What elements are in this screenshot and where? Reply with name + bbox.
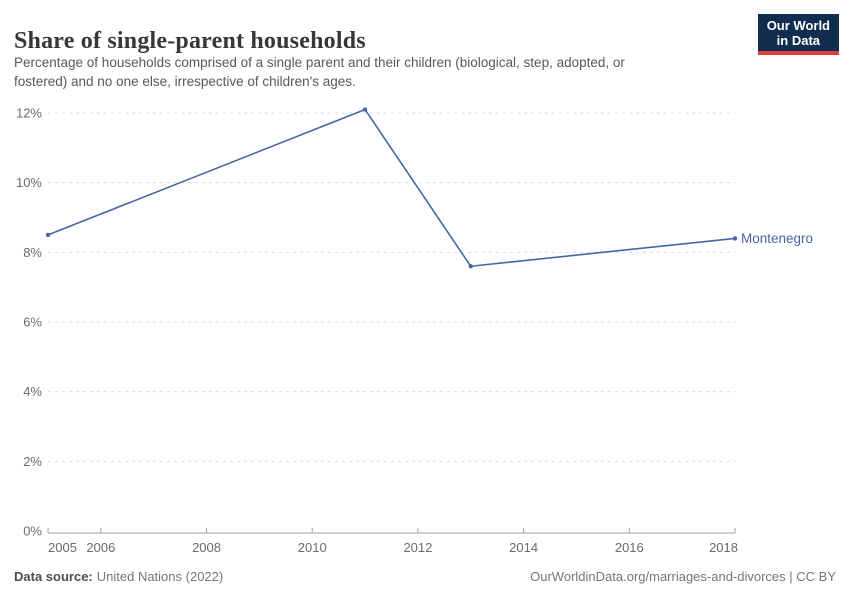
- series-line-montenegro: [47, 108, 736, 268]
- x-axis-tick-label: 2008: [192, 540, 221, 555]
- chart-subtitle-line-1: Percentage of households comprised of a …: [14, 55, 625, 70]
- x-axis-tick-label: 2012: [403, 540, 432, 555]
- data-source-label: Data source:: [14, 569, 93, 584]
- data-source-value: United Nations (2022): [96, 569, 224, 584]
- y-axis-tick-label: 4%: [23, 384, 42, 399]
- data-source: Data source: United Nations (2022): [14, 569, 223, 584]
- series-label: Montenegro: [741, 231, 813, 246]
- owid-url-link[interactable]: OurWorldinData.org/marriages-and-divorce…: [530, 569, 836, 584]
- x-axis-tick-label: 2016: [615, 540, 644, 555]
- y-axis-tick-label: 2%: [23, 454, 42, 469]
- data-point: [45, 232, 51, 238]
- data-point: [732, 236, 738, 241]
- data-point: [468, 264, 473, 269]
- y-axis-tick-label: 10%: [16, 175, 42, 190]
- chart-title: Share of single-parent households: [14, 28, 366, 55]
- x-axis-tick-label: 2018: [709, 540, 738, 555]
- chart-subtitle-line-2: fostered) and no one else, irrespective …: [14, 74, 356, 89]
- y-axis-tick-label: 8%: [23, 245, 42, 260]
- data-point: [362, 107, 368, 112]
- chart-footer: Data source: United Nations (2022) OurWor…: [14, 569, 836, 584]
- owid-logo-line-2: in Data: [776, 33, 821, 48]
- chart-subtitle: Percentage of households comprised of a …: [14, 53, 625, 91]
- owid-logo[interactable]: Our World in Data: [757, 14, 839, 55]
- y-axis-tick-label: 6%: [23, 315, 42, 330]
- owid-logo-line-1: Our World: [766, 18, 830, 33]
- y-axis-tick-label: 0%: [23, 524, 42, 539]
- line-chart: 0% 2% 4% 6% 8% 10% 12% 2005 2006 2008 2010 2012 2014…: [16, 106, 813, 556]
- y-axis-tick-label: 12%: [16, 106, 42, 121]
- x-axis-tick-label: 2005: [48, 540, 77, 555]
- x-axis-tick-label: 2014: [509, 540, 538, 555]
- x-axis-tick-label: 2006: [86, 540, 115, 555]
- x-axis-tick-label: 2010: [298, 540, 327, 555]
